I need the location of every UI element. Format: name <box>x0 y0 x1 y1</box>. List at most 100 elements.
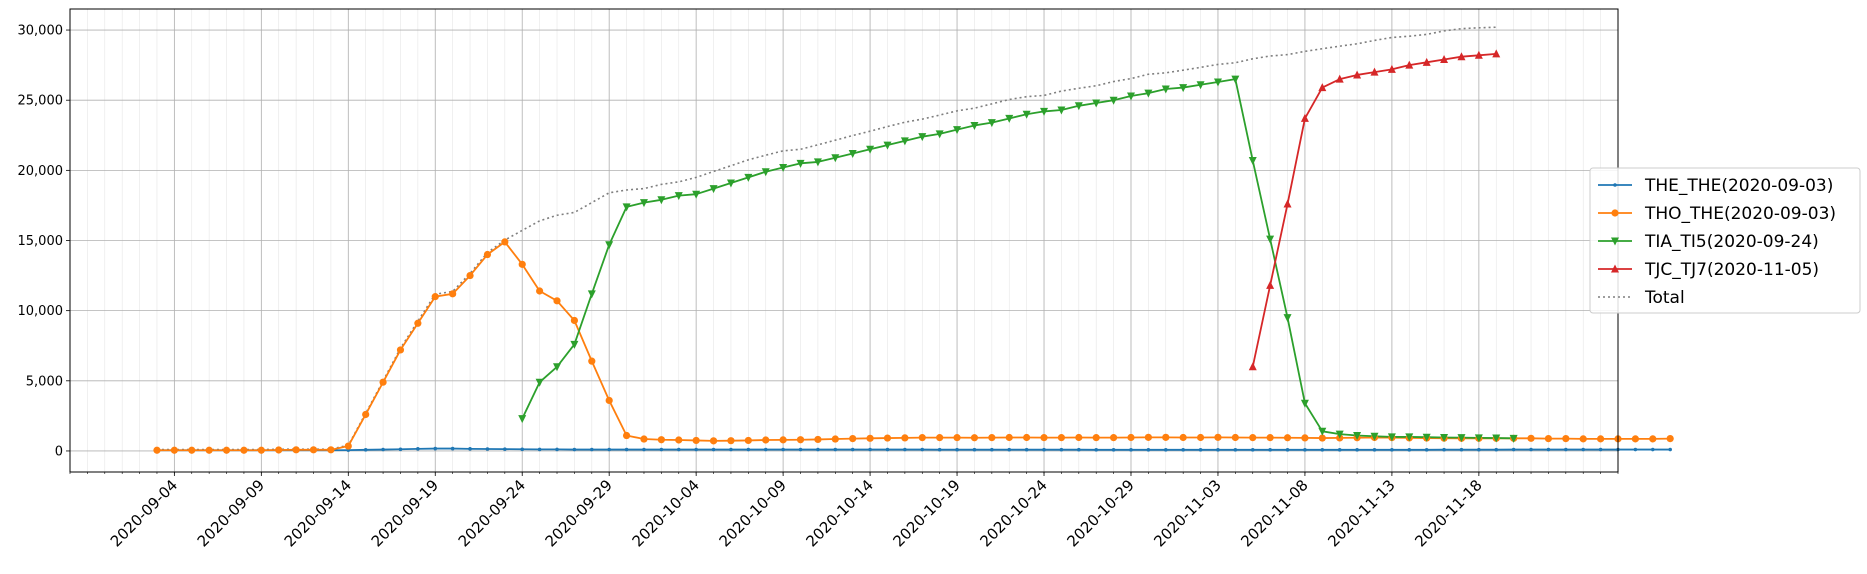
data-point <box>1474 434 1483 443</box>
series-markers <box>153 49 1674 454</box>
data-point <box>920 447 925 452</box>
data-point <box>850 447 855 452</box>
data-point <box>624 447 629 452</box>
data-point <box>1213 78 1222 87</box>
data-point <box>1024 447 1029 452</box>
data-point <box>781 447 785 452</box>
data-point <box>814 435 822 444</box>
data-point <box>1422 433 1431 442</box>
data-point <box>1492 49 1501 58</box>
data-point <box>937 447 942 452</box>
data-point <box>727 437 735 445</box>
y-tick-label: 0 <box>55 444 63 459</box>
data-point <box>1007 447 1012 452</box>
x-tick-label: 2020-09-24 <box>455 476 529 550</box>
data-point <box>1611 237 1619 246</box>
x-tick-label: 2020-11-13 <box>1324 476 1398 550</box>
data-point <box>555 447 559 452</box>
data-point <box>1162 433 1170 441</box>
data-point <box>553 297 561 305</box>
x-tick-label: 2020-09-14 <box>281 476 355 550</box>
data-point <box>1129 448 1133 452</box>
data-point <box>587 290 596 299</box>
data-point <box>1527 434 1535 442</box>
data-point <box>1303 448 1307 452</box>
y-tick-label: 10,000 <box>18 304 64 319</box>
data-point <box>1283 434 1292 442</box>
data-point <box>1285 448 1290 452</box>
data-point <box>744 173 753 182</box>
data-point <box>1074 102 1083 111</box>
data-point <box>833 447 838 452</box>
y-tick-label: 30,000 <box>18 24 64 39</box>
data-point <box>692 190 701 199</box>
data-point <box>918 133 927 142</box>
data-point <box>935 130 944 139</box>
data-point <box>779 436 787 444</box>
data-point <box>327 446 335 454</box>
data-point <box>1581 447 1586 452</box>
data-point <box>1370 67 1379 76</box>
data-point <box>1650 447 1655 452</box>
x-tick-label: 2020-11-03 <box>1150 476 1224 550</box>
data-point <box>1474 50 1483 59</box>
data-point <box>1005 114 1014 123</box>
data-point <box>1022 110 1031 119</box>
data-point <box>1611 209 1619 217</box>
data-point <box>642 447 646 452</box>
data-point <box>1353 432 1362 441</box>
series-markers-group <box>153 238 1674 454</box>
data-point <box>536 287 544 295</box>
data-point <box>1457 52 1466 61</box>
data-point <box>588 357 596 365</box>
data-point <box>503 447 507 451</box>
data-point <box>726 179 735 188</box>
x-tick-label: 2020-10-14 <box>803 476 877 550</box>
data-point <box>240 446 248 454</box>
data-point <box>657 196 666 205</box>
data-point <box>188 446 196 454</box>
data-point <box>1179 84 1188 93</box>
x-tick-label: 2020-10-09 <box>716 476 790 550</box>
data-point <box>1268 448 1272 452</box>
data-point <box>1075 433 1083 442</box>
data-point <box>1198 448 1203 452</box>
data-point <box>433 446 438 451</box>
data-point <box>988 434 996 442</box>
data-point <box>1459 447 1464 452</box>
series-line <box>156 26 1497 451</box>
data-point <box>309 446 318 454</box>
data-point <box>1250 448 1255 452</box>
data-point <box>1370 432 1379 441</box>
data-point <box>1633 447 1638 452</box>
data-point <box>746 447 751 452</box>
data-point <box>1494 447 1499 452</box>
data-point <box>1266 280 1275 289</box>
data-point <box>449 290 457 298</box>
data-point <box>1318 83 1327 92</box>
legend-label: THO_THE(2020-09-03) <box>1644 204 1836 224</box>
data-point <box>1355 448 1359 452</box>
data-point <box>674 192 683 201</box>
data-point <box>972 447 977 452</box>
data-point <box>1442 447 1446 452</box>
y-tick-label: 25,000 <box>18 94 64 109</box>
data-point <box>450 446 455 451</box>
x-tick-label: 2020-10-19 <box>890 476 964 550</box>
data-point <box>1144 89 1153 98</box>
data-point <box>1092 434 1100 442</box>
y-tick-label: 5,000 <box>26 374 63 389</box>
data-point <box>1387 64 1396 73</box>
data-point <box>1248 157 1257 166</box>
data-point <box>1598 447 1603 452</box>
data-point <box>831 435 839 443</box>
data-point <box>1092 99 1101 108</box>
data-point <box>344 442 352 450</box>
data-point <box>901 434 909 442</box>
data-point <box>1301 434 1309 442</box>
data-point <box>676 447 681 452</box>
data-point <box>1405 60 1414 69</box>
x-tick-label: 2020-10-04 <box>629 476 703 550</box>
data-point <box>553 363 562 372</box>
data-point <box>153 446 161 454</box>
